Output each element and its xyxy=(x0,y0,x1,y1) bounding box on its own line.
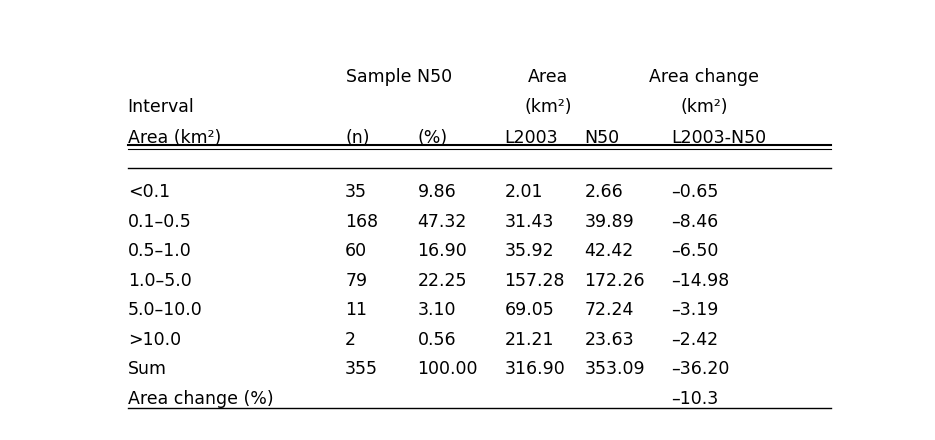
Text: 42.42: 42.42 xyxy=(584,242,634,260)
Text: >10.0: >10.0 xyxy=(128,330,180,348)
Text: N50: N50 xyxy=(584,129,619,147)
Text: 35: 35 xyxy=(345,183,367,201)
Text: 157.28: 157.28 xyxy=(505,271,565,290)
Text: 100.00: 100.00 xyxy=(418,360,478,378)
Text: –3.19: –3.19 xyxy=(671,301,719,319)
Text: 60: 60 xyxy=(345,242,367,260)
Text: –8.46: –8.46 xyxy=(671,213,718,231)
Text: Sample N50: Sample N50 xyxy=(346,68,453,86)
Text: 79: 79 xyxy=(345,271,367,290)
Text: Interval: Interval xyxy=(128,98,194,116)
Text: 16.90: 16.90 xyxy=(418,242,468,260)
Text: 172.26: 172.26 xyxy=(584,271,645,290)
Text: 31.43: 31.43 xyxy=(505,213,554,231)
Text: 2.66: 2.66 xyxy=(584,183,623,201)
Text: –6.50: –6.50 xyxy=(671,242,719,260)
Text: 0.1–0.5: 0.1–0.5 xyxy=(128,213,192,231)
Text: (n): (n) xyxy=(345,129,369,147)
Text: 9.86: 9.86 xyxy=(418,183,456,201)
Text: –10.3: –10.3 xyxy=(671,389,718,407)
Text: <0.1: <0.1 xyxy=(128,183,170,201)
Text: 69.05: 69.05 xyxy=(505,301,554,319)
Text: 35.92: 35.92 xyxy=(505,242,554,260)
Text: 3.10: 3.10 xyxy=(418,301,456,319)
Text: Sum: Sum xyxy=(128,360,166,378)
Text: 72.24: 72.24 xyxy=(584,301,634,319)
Text: 2: 2 xyxy=(345,330,356,348)
Text: 2.01: 2.01 xyxy=(505,183,543,201)
Text: 5.0–10.0: 5.0–10.0 xyxy=(128,301,203,319)
Text: 0.5–1.0: 0.5–1.0 xyxy=(128,242,192,260)
Text: –14.98: –14.98 xyxy=(671,271,729,290)
Text: 316.90: 316.90 xyxy=(505,360,566,378)
Text: 21.21: 21.21 xyxy=(505,330,554,348)
Text: 168: 168 xyxy=(345,213,379,231)
Text: Area change (%): Area change (%) xyxy=(128,389,273,407)
Text: 47.32: 47.32 xyxy=(418,213,467,231)
Text: 22.25: 22.25 xyxy=(418,271,468,290)
Text: L2003: L2003 xyxy=(505,129,558,147)
Text: –36.20: –36.20 xyxy=(671,360,729,378)
Text: 353.09: 353.09 xyxy=(584,360,645,378)
Text: Area: Area xyxy=(528,68,568,86)
Text: Area change: Area change xyxy=(649,68,759,86)
Text: 0.56: 0.56 xyxy=(418,330,456,348)
Text: (km²): (km²) xyxy=(680,98,727,116)
Text: 355: 355 xyxy=(345,360,378,378)
Text: 39.89: 39.89 xyxy=(584,213,634,231)
Text: –2.42: –2.42 xyxy=(671,330,718,348)
Text: (km²): (km²) xyxy=(525,98,572,116)
Text: 23.63: 23.63 xyxy=(584,330,634,348)
Text: 11: 11 xyxy=(345,301,367,319)
Text: Area (km²): Area (km²) xyxy=(128,129,221,147)
Text: L2003-N50: L2003-N50 xyxy=(671,129,767,147)
Text: 1.0–5.0: 1.0–5.0 xyxy=(128,271,192,290)
Text: (%): (%) xyxy=(418,129,448,147)
Text: –0.65: –0.65 xyxy=(671,183,719,201)
